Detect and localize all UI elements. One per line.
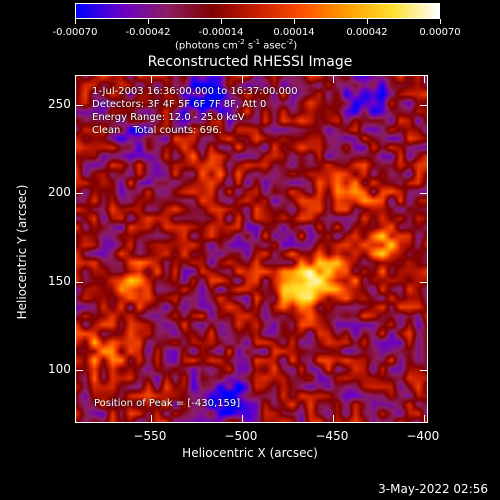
y-axis-label: Heliocentric Y (arcsec): [15, 184, 29, 320]
colorbar-tick-mark: [74, 19, 76, 24]
x-axis-label: Heliocentric X (arcsec): [182, 446, 318, 460]
x-tick-mark: [242, 75, 244, 83]
y-tick-label: 250: [48, 97, 71, 112]
colorbar-tick-label: -0.00042: [125, 27, 171, 38]
x-tick-mark: [151, 415, 153, 423]
y-tick-label: 100: [48, 362, 71, 376]
colorbar-tick-label: 0.00070: [419, 27, 461, 38]
colorbar-tick-label: -0.00070: [52, 27, 98, 38]
y-tick-label: 150: [48, 273, 71, 288]
x-tick-label: −550: [133, 429, 167, 443]
x-tick-mark: [424, 75, 426, 83]
colorbar: [75, 3, 440, 19]
y-tick-mark: [420, 370, 428, 371]
x-tick-mark: [424, 415, 426, 423]
x-tick-label: −500: [224, 429, 258, 443]
y-tick-mark: [75, 193, 83, 195]
colorbar-tick-label: 0.00014: [273, 27, 315, 38]
colorbar-tick-mark: [439, 19, 441, 24]
y-tick-mark: [420, 193, 428, 195]
info-time-range: 1-Jul-2003 16:36:00.000 to 16:37:00.000: [92, 86, 298, 97]
x-tick-mark: [333, 75, 335, 83]
y-tick-label: 200: [48, 185, 71, 200]
info-total-counts: Clean Total counts: 696.: [92, 125, 222, 136]
colorbar-units: (photons cm-2 s-1 asec-2): [175, 38, 298, 52]
x-tick-mark: [333, 415, 335, 423]
x-tick-label: −400: [406, 429, 440, 443]
colorbar-tick-mark: [147, 19, 149, 24]
plot-area: 1-Jul-2003 16:36:00.000 to 16:37:00.000 …: [75, 75, 428, 423]
y-tick-mark: [420, 105, 428, 107]
x-tick-mark: [242, 415, 244, 423]
info-energy-range: Energy Range: 12.0 - 25.0 keV: [92, 112, 245, 123]
colorbar-tick-label: -0.00014: [198, 27, 244, 38]
colorbar-tick-label: 0.00042: [346, 27, 388, 38]
plot-title: Reconstructed RHESSI Image: [147, 54, 353, 70]
colorbar-tick-mark: [220, 19, 222, 24]
colorbar-tick-mark: [366, 19, 368, 24]
timestamp: 3-May-2022 02:56: [378, 482, 488, 496]
x-tick-mark: [151, 75, 153, 83]
y-tick-mark: [75, 281, 83, 283]
heatmap-image: [76, 76, 427, 422]
peak-position-text: Position of Peak = [-430,159]: [94, 398, 241, 409]
colorbar-tick-mark: [293, 19, 295, 24]
info-detectors: Detectors: 3F 4F 5F 6F 7F 8F, Att 0: [92, 99, 267, 110]
x-tick-label: −450: [315, 429, 349, 443]
y-tick-mark: [75, 105, 83, 107]
y-tick-mark: [420, 281, 428, 283]
y-tick-mark: [75, 370, 83, 371]
